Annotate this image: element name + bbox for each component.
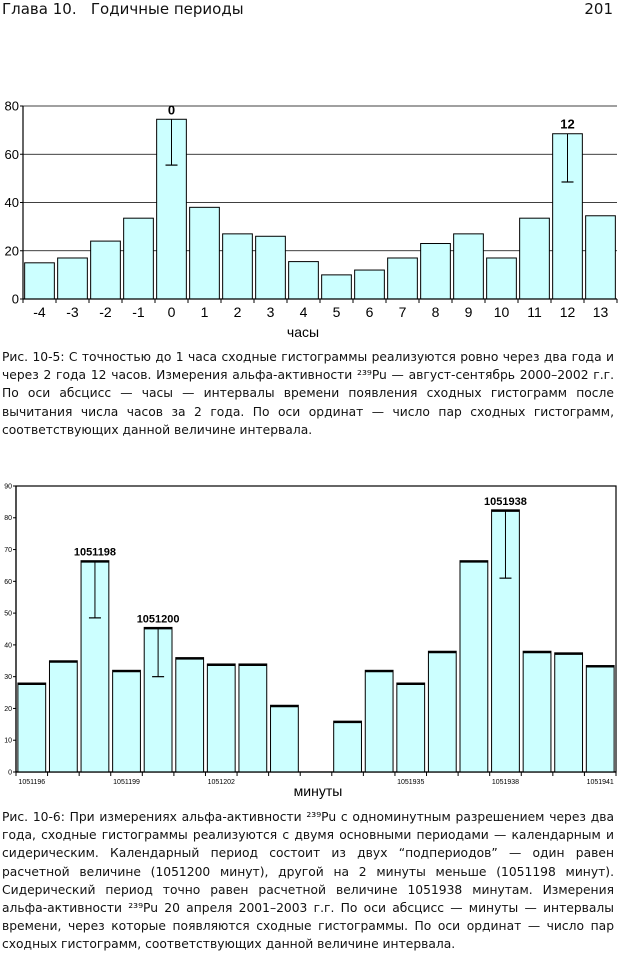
y-tick-label: 40 [4,642,12,649]
bar [24,262,55,300]
bar-annotation: 0 [168,102,175,117]
x-tick-label: 7 [399,304,407,320]
chapter-title: Годичные периоды [90,0,244,18]
x-tick-label: 0 [168,304,176,320]
y-tick-label: 80 [4,515,12,522]
bar [554,652,584,773]
bar [189,206,220,300]
y-tick-label: 0 [12,292,19,307]
bar [486,257,517,300]
bar [17,682,47,773]
x-tick-label: 3 [267,304,275,320]
bar [585,215,616,300]
bar [427,650,457,773]
y-tick-label: 40 [5,195,19,210]
bar [175,657,205,773]
bar [123,217,154,300]
x-tick-label: 9 [465,304,473,320]
x-tick-label: 1 [201,304,209,320]
bar [420,243,451,300]
x-tick-label: 1051196 [18,779,45,786]
x-tick-label: 1051941 [587,779,614,786]
x-tick-label: 1051199 [113,779,140,786]
bar [354,269,385,300]
page-header: Глава 10. Годичные периоды 201 [0,0,619,22]
y-tick-label: 50 [4,611,12,618]
bar [396,682,426,773]
bar-annotation: 1051200 [137,613,180,625]
y-tick-label: 10 [4,738,12,745]
x-tick-label: 1051938 [492,779,519,786]
x-tick-label: 1051935 [397,779,424,786]
running-head: Глава 10. Годичные периоды [2,0,244,18]
bar [112,669,141,773]
figure-10-6-caption: Рис. 10-6: При измерениях альфа-активнос… [2,810,614,952]
bar [288,261,319,300]
x-tick-label: -4 [33,304,46,320]
x-tick-label: 11 [527,304,542,320]
x-tick-label: 13 [593,304,609,320]
y-tick-label: 90 [4,483,12,490]
x-tick-label: -1 [132,304,145,320]
y-tick-label: 0 [8,769,12,776]
x-tick-label: 8 [432,304,440,320]
bar [333,720,362,773]
page-number: 201 [584,0,613,18]
y-tick-label: 20 [5,243,19,258]
bar [48,660,78,773]
bar [387,257,418,300]
bar [459,560,489,773]
x-axis-title: часы [287,324,319,340]
x-tick-label: 2 [234,304,242,320]
y-tick-label: 60 [5,147,19,162]
bar [206,663,236,773]
bar [519,217,550,300]
bar [238,663,268,773]
x-tick-label: 12 [560,304,576,320]
bar [364,669,394,773]
bar-annotation: 1051198 [74,547,116,559]
y-tick-label: 70 [4,547,12,554]
x-tick-label: 4 [300,304,308,320]
x-tick-label: 10 [494,304,510,320]
y-tick-label: 30 [4,674,12,681]
x-tick-label: -2 [99,304,112,320]
bar [57,257,88,300]
bar [321,274,352,300]
bar [585,665,615,773]
x-tick-label: 6 [366,304,374,320]
bar [222,233,253,300]
x-tick-label: 5 [333,304,341,320]
y-tick-label: 20 [4,706,12,713]
chapter-label: Глава 10. [2,0,77,18]
bar [90,240,121,300]
x-tick-label: -3 [66,304,79,320]
bar [453,233,484,300]
bar [255,235,286,300]
bar-annotation: 12 [560,117,574,132]
bar [270,704,299,773]
y-tick-label: 60 [4,579,12,586]
bar [522,650,552,773]
x-axis-title: минуты [294,783,343,799]
figure-10-5-caption: Рис. 10-5: С точностью до 1 часа сходные… [2,350,614,437]
x-tick-label: 1051202 [208,779,235,786]
bar-annotation: 1051938 [484,496,527,508]
y-tick-label: 80 [5,99,19,114]
figure-10-6-chart: 0 10 20 30 40 50 60 70 80 90 1051198 1051200 1051938… [4,483,617,799]
